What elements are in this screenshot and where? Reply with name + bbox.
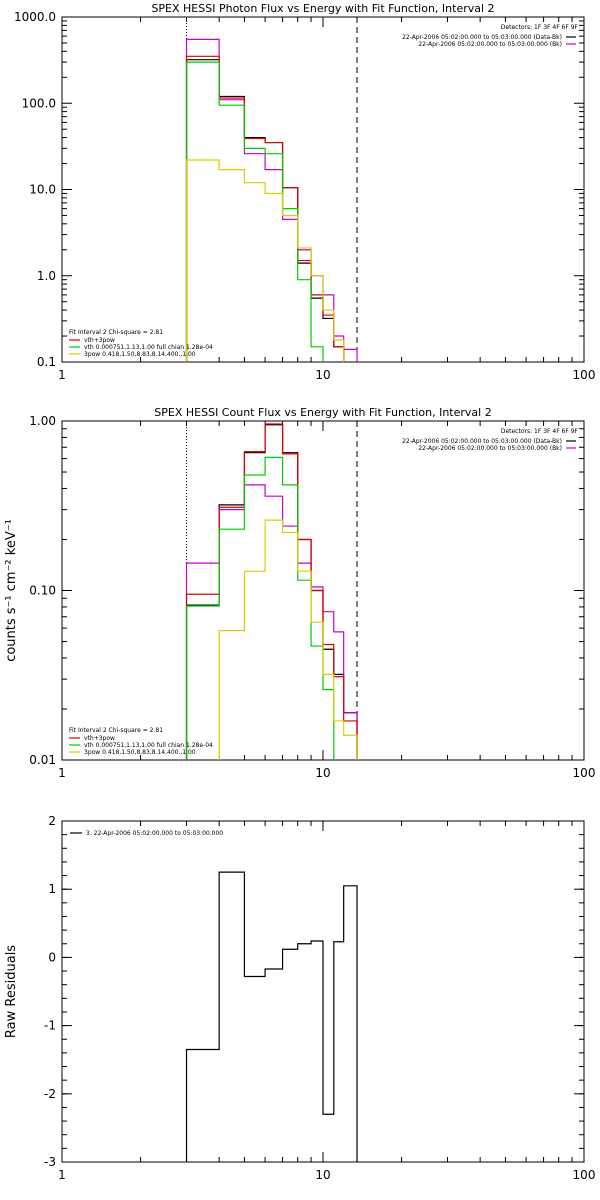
y-tick-label: 1.0 [37, 269, 56, 283]
legend-text: 3. 22-Apr-2006 05:02:00.000 to 05:03:00.… [86, 830, 223, 837]
legend-left-text: vth 0.000751,1.13,1.00 full chian 1.28e-… [84, 742, 213, 749]
x-tick-label: 10 [315, 1168, 330, 1182]
series-1-histogram [185, 59, 345, 362]
y-axis-label: counts s⁻¹ cm⁻² keV⁻¹ [4, 519, 19, 662]
legend-left-text: vth+3pow [84, 735, 115, 742]
chart-title: SPEX HESSI Count Flux vs Energy with Fit… [154, 406, 491, 419]
chart-title: SPEX HESSI Photon Flux vs Energy with Fi… [151, 2, 494, 15]
y-tick-label: 0.01 [29, 753, 56, 767]
y-tick-label: 0.1 [37, 355, 56, 369]
series-2-histogram [185, 484, 358, 760]
series-3-histogram [185, 55, 345, 362]
legend-right-text: 22-Apr-2006 05:02:00.000 to 05:03:00.000… [418, 41, 562, 48]
detectors-label: Detectors: 1F 3F 4F 6F 9F [501, 428, 579, 435]
series-5-histogram [218, 519, 358, 760]
legend-left-text: vth 0.000751,1.13,1.00 full chian 1.28e-… [84, 344, 213, 351]
y-tick-label: -2 [44, 1087, 56, 1101]
y-tick-label: 0.10 [29, 584, 56, 598]
y-tick-label: 100.0 [22, 96, 56, 110]
y-tick-label: 2 [48, 814, 56, 828]
y-tick-label: -1 [44, 1019, 56, 1033]
legend-right-text: 22-Apr-2006 05:02:00.000 to 05:03:00.000… [402, 34, 562, 41]
x-tick-label: 100 [573, 1168, 596, 1182]
y-tick-label: 0 [48, 950, 56, 964]
legend-left-text: 3pow 0.418,1.50,8.83,8.14,400.,1.00 [84, 749, 196, 756]
y-tick-label: -3 [44, 1155, 56, 1169]
series-5-histogram [185, 159, 345, 362]
series-1-histogram [185, 871, 358, 1162]
y-axis-label: Raw Residuals [4, 945, 19, 1038]
y-tick-label: 1 [48, 882, 56, 896]
x-tick-label: 10 [315, 766, 330, 780]
series-3-histogram [185, 423, 358, 760]
legend-left-text: 3pow 0.418,1.50,8.83,8.14,400.,1.00 [84, 351, 196, 358]
detectors-label: Detectors: 1F 3F 4F 6F 9F [501, 24, 579, 31]
series-1-histogram [185, 424, 358, 760]
chart-panel-2 [61, 420, 585, 761]
fit-header-label: Fit Interval 2 Chi-square = 2.81 [69, 329, 163, 336]
series-4-histogram [185, 456, 335, 760]
y-tick-label: 1000.0 [14, 10, 56, 24]
series-2-histogram [185, 38, 358, 362]
legend-right-text: 22-Apr-2006 05:02:00.000 to 05:03:00.000… [402, 438, 562, 445]
chart-panel-1 [61, 16, 585, 363]
y-tick-label: 1.00 [29, 414, 56, 428]
x-tick-label: 100 [573, 368, 596, 382]
x-tick-label: 1 [58, 368, 66, 382]
x-tick-label: 1 [58, 1168, 66, 1182]
x-tick-label: 100 [573, 766, 596, 780]
x-tick-label: 1 [58, 766, 66, 780]
legend-right-text: 22-Apr-2006 05:02:00.000 to 05:03:00.000… [418, 445, 562, 452]
legend-left-text: vth+3pow [84, 337, 115, 344]
chart-panel-3 [61, 820, 585, 1163]
fit-header-label: Fit Interval 2 Chi-square = 2.81 [69, 727, 163, 734]
x-tick-label: 10 [315, 368, 330, 382]
y-tick-label: 10.0 [29, 183, 56, 197]
